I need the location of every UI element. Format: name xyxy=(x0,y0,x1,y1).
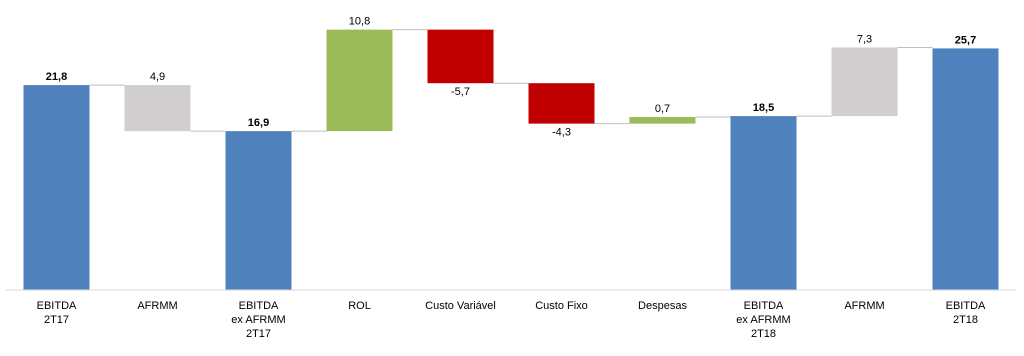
x-tick-label: Custo Variável xyxy=(425,300,496,312)
bar xyxy=(225,131,292,290)
value-label: 7,3 xyxy=(857,33,872,45)
bar xyxy=(23,85,90,290)
x-tick-label: 2T17 xyxy=(246,328,271,340)
x-tick-label: ex AFRMM xyxy=(736,314,790,326)
value-label: 0,7 xyxy=(655,103,670,115)
x-tick-label: 2T17 xyxy=(44,314,69,326)
bar xyxy=(124,85,191,132)
x-tick-label: ex AFRMM xyxy=(231,314,285,326)
bar xyxy=(528,83,595,124)
x-tick-label: AFRMM xyxy=(844,300,884,312)
bar xyxy=(326,29,393,132)
x-tick-label: 2T18 xyxy=(953,314,978,326)
bar xyxy=(831,47,898,117)
value-label: -4,3 xyxy=(552,127,571,139)
x-tick-label: EBITDA xyxy=(37,300,77,312)
x-tick-label: EBITDA xyxy=(744,300,784,312)
value-label: -5,7 xyxy=(451,86,470,98)
value-label: 25,7 xyxy=(955,34,976,46)
x-tick-label: Despesas xyxy=(638,300,687,312)
bar xyxy=(629,117,696,124)
bar xyxy=(427,29,494,84)
bar xyxy=(730,116,797,290)
value-label: 21,8 xyxy=(46,71,67,83)
value-label: 4,9 xyxy=(150,71,165,83)
value-label: 18,5 xyxy=(753,102,774,114)
bar xyxy=(932,48,999,290)
x-tick-label: ROL xyxy=(348,300,371,312)
x-tick-label: 2T18 xyxy=(751,328,776,340)
value-label: 16,9 xyxy=(248,117,269,129)
x-tick-label: EBITDA xyxy=(239,300,279,312)
x-tick-label: Custo Fixo xyxy=(535,300,588,312)
x-tick-label: AFRMM xyxy=(137,300,177,312)
value-label: 10,8 xyxy=(349,16,370,28)
x-tick-label: EBITDA xyxy=(946,300,986,312)
